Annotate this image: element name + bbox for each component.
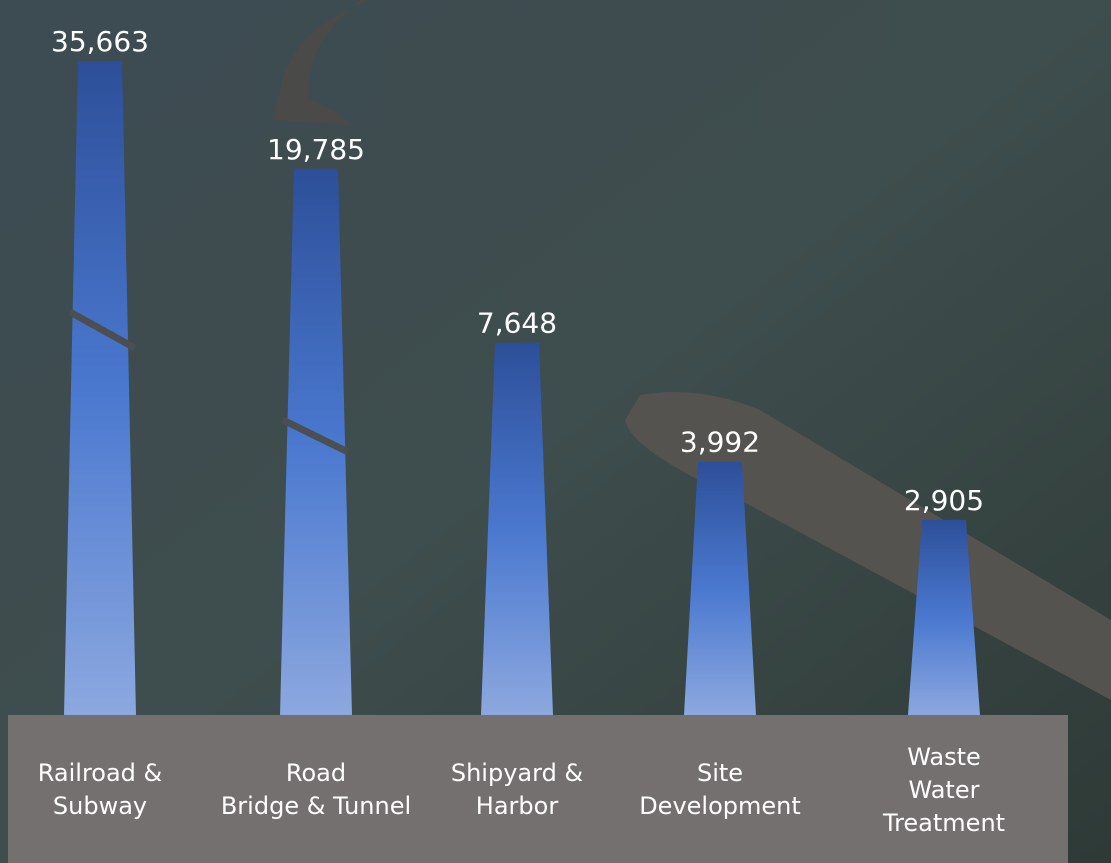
value-label: 19,785 <box>267 133 365 166</box>
pier <box>625 392 1111 700</box>
label-band <box>8 715 1068 863</box>
value-label: 7,648 <box>477 307 557 340</box>
bar <box>64 61 136 715</box>
value-label: 2,905 <box>904 484 984 517</box>
axis-break <box>281 416 350 456</box>
category-label: Waste Water Treatment <box>882 742 1006 837</box>
category-label: Railroad & Subway <box>37 759 163 820</box>
category-label: Road Bridge & Tunnel <box>220 759 412 820</box>
value-label: 35,663 <box>51 25 149 58</box>
pier <box>272 0 370 125</box>
bar <box>908 519 980 715</box>
category-label: Shipyard & Harbor <box>450 759 584 820</box>
category-label: Site Development <box>639 759 801 820</box>
bar <box>280 168 352 715</box>
axis-break <box>68 308 137 352</box>
bar <box>684 461 756 715</box>
bar <box>481 342 553 715</box>
value-label: 3,992 <box>680 426 760 459</box>
